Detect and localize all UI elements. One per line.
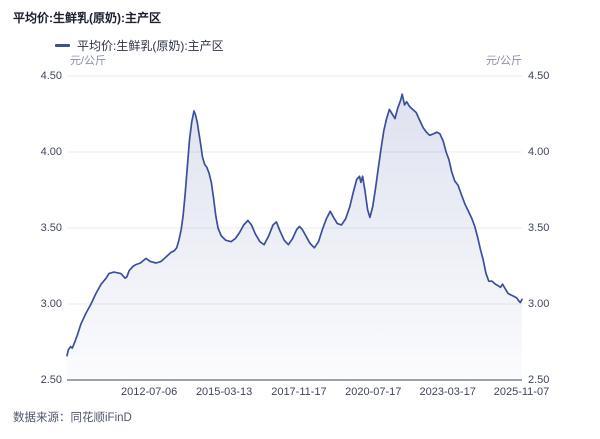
y-axis-unit-right: 元/公斤 — [485, 55, 522, 67]
x-axis-label: 2017-11-17 — [271, 386, 327, 398]
price-line — [66, 93, 523, 357]
y-axis-label-right: 2.50 — [528, 374, 550, 386]
legend-series-label: 平均价:生鲜乳(原奶):主产区 — [77, 39, 224, 53]
y-axis-label-right: 4.00 — [528, 146, 550, 158]
chart-title: 平均价:生鲜乳(原奶):主产区 — [13, 11, 161, 25]
y-axis-label-left: 2.50 — [40, 374, 62, 386]
y-axis-unit-left: 元/公斤 — [70, 55, 107, 67]
y-axis-label-left: 3.50 — [40, 222, 62, 234]
chart-plot-area[interactable] — [67, 76, 522, 380]
price-area-fill — [67, 94, 522, 380]
y-axis-label-right: 3.00 — [528, 298, 550, 310]
legend: 平均价:生鲜乳(原奶):主产区 — [55, 37, 224, 54]
y-axis-label-left: 4.00 — [40, 146, 62, 158]
x-axis-label: 2020-07-17 — [345, 386, 402, 398]
x-axis-label: 2015-03-13 — [195, 386, 253, 398]
y-axis-label-right: 4.50 — [528, 70, 550, 82]
x-axis-label: 2012-07-06 — [120, 386, 178, 398]
y-axis-label-right: 3.50 — [528, 222, 550, 234]
x-axis-label: 2025-11-07 — [493, 386, 550, 398]
y-axis-label-left: 4.50 — [40, 70, 62, 82]
y-axis-label-left: 3.00 — [40, 298, 62, 310]
data-source-note: 数据来源：同花顺iFinD — [13, 412, 132, 424]
legend-line-marker-icon — [55, 44, 70, 47]
x-axis-label: 2023-03-17 — [419, 386, 476, 398]
